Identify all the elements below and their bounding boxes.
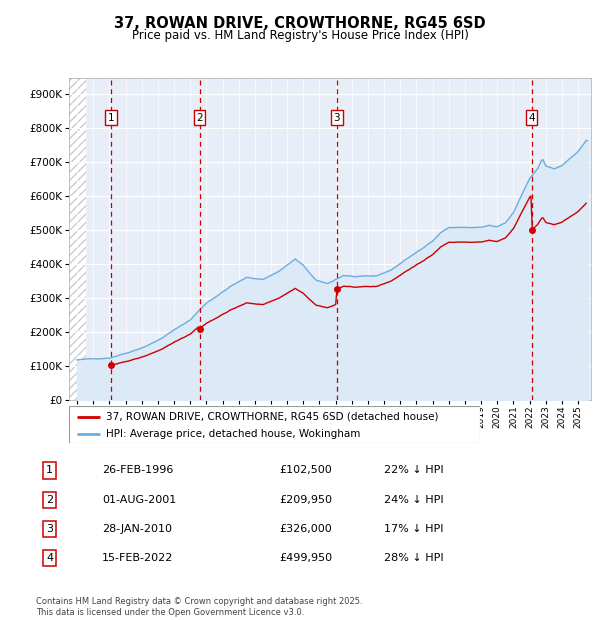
- FancyBboxPatch shape: [69, 406, 480, 443]
- Text: 28-JAN-2010: 28-JAN-2010: [102, 524, 172, 534]
- Text: 28% ↓ HPI: 28% ↓ HPI: [384, 554, 443, 564]
- Text: 3: 3: [46, 524, 53, 534]
- Text: 17% ↓ HPI: 17% ↓ HPI: [384, 524, 443, 534]
- Text: 1: 1: [108, 113, 115, 123]
- Bar: [69, 78, 86, 400]
- Text: £102,500: £102,500: [279, 466, 332, 476]
- Text: 4: 4: [46, 554, 53, 564]
- Text: £326,000: £326,000: [279, 524, 332, 534]
- Text: 3: 3: [334, 113, 340, 123]
- Text: £209,950: £209,950: [279, 495, 332, 505]
- Text: Price paid vs. HM Land Registry's House Price Index (HPI): Price paid vs. HM Land Registry's House …: [131, 29, 469, 42]
- Text: 4: 4: [528, 113, 535, 123]
- Text: 37, ROWAN DRIVE, CROWTHORNE, RG45 6SD: 37, ROWAN DRIVE, CROWTHORNE, RG45 6SD: [114, 16, 486, 30]
- Text: HPI: Average price, detached house, Wokingham: HPI: Average price, detached house, Woki…: [106, 429, 361, 439]
- Text: £499,950: £499,950: [279, 554, 332, 564]
- Text: Contains HM Land Registry data © Crown copyright and database right 2025.
This d: Contains HM Land Registry data © Crown c…: [36, 598, 362, 617]
- Text: 1: 1: [46, 466, 53, 476]
- Text: 2: 2: [46, 495, 53, 505]
- Text: 2: 2: [196, 113, 203, 123]
- Text: 37, ROWAN DRIVE, CROWTHORNE, RG45 6SD (detached house): 37, ROWAN DRIVE, CROWTHORNE, RG45 6SD (d…: [106, 412, 439, 422]
- Text: 15-FEB-2022: 15-FEB-2022: [102, 554, 173, 564]
- Text: 22% ↓ HPI: 22% ↓ HPI: [384, 466, 443, 476]
- Text: 26-FEB-1996: 26-FEB-1996: [102, 466, 173, 476]
- Text: 01-AUG-2001: 01-AUG-2001: [102, 495, 176, 505]
- Text: 24% ↓ HPI: 24% ↓ HPI: [384, 495, 443, 505]
